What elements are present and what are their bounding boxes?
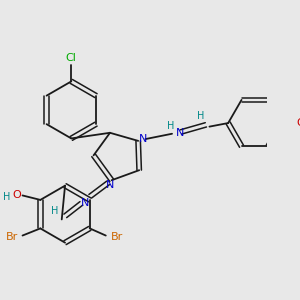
Text: Br: Br	[6, 232, 18, 242]
Text: H: H	[167, 121, 174, 131]
Text: O: O	[296, 118, 300, 128]
Text: Br: Br	[111, 232, 123, 242]
Text: Cl: Cl	[66, 53, 77, 63]
Text: N: N	[81, 198, 89, 208]
Text: H: H	[51, 206, 58, 215]
Text: N: N	[176, 128, 184, 138]
Text: H: H	[197, 111, 204, 121]
Text: N: N	[106, 180, 114, 190]
Text: N: N	[138, 134, 147, 144]
Text: H: H	[3, 192, 10, 202]
Text: O: O	[12, 190, 21, 200]
